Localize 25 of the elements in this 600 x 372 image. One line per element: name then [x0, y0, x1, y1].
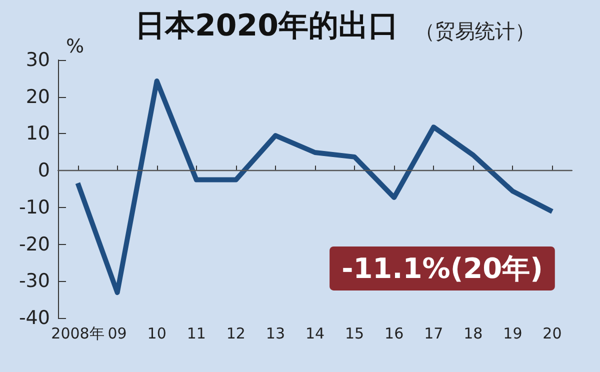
x-tick-label: 17: [424, 324, 444, 342]
y-tick-label: 20: [26, 86, 50, 108]
x-tick-label: 12: [226, 324, 246, 342]
y-tick-label: -20: [18, 233, 50, 256]
y-axis-title: %: [66, 36, 84, 58]
x-tick-label: 11: [186, 324, 206, 342]
y-tick-label: 0: [38, 160, 50, 182]
x-tick-label: 19: [503, 324, 522, 342]
x-tick-label: 13: [266, 324, 286, 342]
y-tick-label: 10: [26, 122, 50, 145]
annotation: -11.1%(20年): [342, 252, 543, 285]
x-tick-label: 15: [344, 324, 364, 342]
chart-title: 日本2020年的出口: [135, 8, 398, 44]
x-tick-label: 10: [147, 324, 166, 342]
x-tick-label: 09: [108, 324, 127, 342]
y-tick-label: -30: [18, 270, 50, 292]
x-tick-label: 18: [464, 324, 483, 342]
x-tick-label: 2008年: [51, 324, 104, 342]
x-tick-label: 20: [542, 324, 562, 342]
x-tick-label: 14: [305, 324, 325, 342]
y-tick-label: -40: [18, 307, 50, 329]
y-tick-label: 30: [26, 49, 50, 71]
x-tick-label: 16: [384, 324, 404, 342]
chart-subtitle: （贸易统计）: [415, 19, 535, 43]
y-tick-label: -10: [18, 196, 50, 218]
